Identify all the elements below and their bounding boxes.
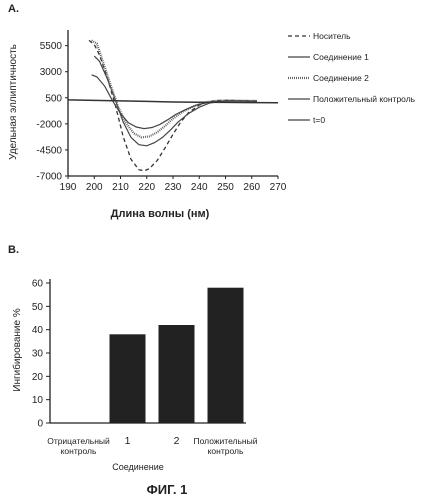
chart-a-x-tick-label: 200 (86, 182, 103, 193)
chart-a-x-tick-label: 190 (60, 182, 77, 193)
chart-a-x-axis-label: Длина волны (нм) (111, 208, 210, 220)
chart-a-legend-label: Соединение 2 (313, 73, 369, 83)
chart-a-y-tick-label: 500 (45, 93, 62, 104)
chart-b-y-tick-label: 0 (37, 419, 43, 430)
chart-a-series-line-3 (91, 39, 258, 139)
chart-b-y-tick-label: 40 (32, 325, 44, 336)
chart-a-axes: 190 200 210 220 230 240 250 260 270 5500 3000 500 -2… (36, 30, 287, 193)
chart-b-bar (109, 334, 146, 423)
chart-a-x-tick-label: 230 (165, 182, 182, 193)
chart-a-y-tick-label: 5500 (40, 41, 63, 52)
chart-a-legend-label: Соединение 1 (313, 52, 369, 62)
chart-b-category-label: Положительный (194, 436, 258, 446)
chart-a-legend-label: Положительный контроль (313, 94, 416, 104)
chart-b-y-axis-label: Ингибирование % (11, 308, 23, 392)
chart-a-panel-label: A. (8, 3, 19, 15)
chart-b-category-label: Отрицательный (47, 436, 110, 446)
chart-a-legend-label: Носитель (313, 31, 351, 41)
chart-b-y-tick-label: 50 (32, 302, 44, 313)
chart-a-y-tick-label: 3000 (40, 67, 63, 78)
chart-b-bar (158, 325, 195, 423)
chart-b-x-axis-label: Соединение (112, 462, 164, 472)
chart-a-x-tick-label: 210 (112, 182, 129, 193)
chart-a: A. 190 200 210 220 230 240 250 260 270 5500 3000 50… (8, 3, 416, 220)
chart-a-y-axis-label: Удельная эллиптичность (8, 44, 19, 160)
chart-b-panel-label: B. (8, 244, 19, 256)
chart-a-x-tick-label: 270 (270, 182, 287, 193)
chart-b-y-tick-label: 10 (32, 395, 44, 406)
chart-a-x-tick-label: 240 (191, 182, 208, 193)
chart-a-legend-label: t=0 (313, 115, 325, 125)
chart-b-bar (207, 287, 244, 423)
chart-a-y-tick-label: -4500 (36, 145, 62, 156)
figure-caption: ФИГ. 1 (147, 482, 188, 497)
chart-a-x-tick-label: 220 (138, 182, 155, 193)
chart-a-legend: Носитель Соединение 1 Соединение 2 Положите… (288, 31, 416, 125)
chart-a-y-tick-label: -7000 (36, 172, 62, 183)
chart-b-y-tick-label: 60 (32, 279, 44, 290)
chart-b-bars (109, 287, 244, 423)
chart-a-x-tick-label: 260 (243, 182, 260, 193)
chart-b-y-tick-label: 30 (32, 349, 44, 360)
chart-a-series-line-1 (88, 39, 258, 172)
chart-a-series-group (67, 39, 279, 172)
chart-b-y-tick-label: 20 (32, 372, 44, 383)
chart-b-category-label: контроль (61, 446, 97, 456)
chart-b-category-label: 2 (174, 435, 180, 447)
chart-a-y-tick-label: -2000 (36, 119, 62, 130)
chart-b-category-label: 1 (125, 435, 131, 447)
chart-a-x-tick-label: 250 (217, 182, 234, 193)
chart-a-series-line-5 (67, 99, 279, 104)
chart-b-category-label: контроль (208, 446, 244, 456)
